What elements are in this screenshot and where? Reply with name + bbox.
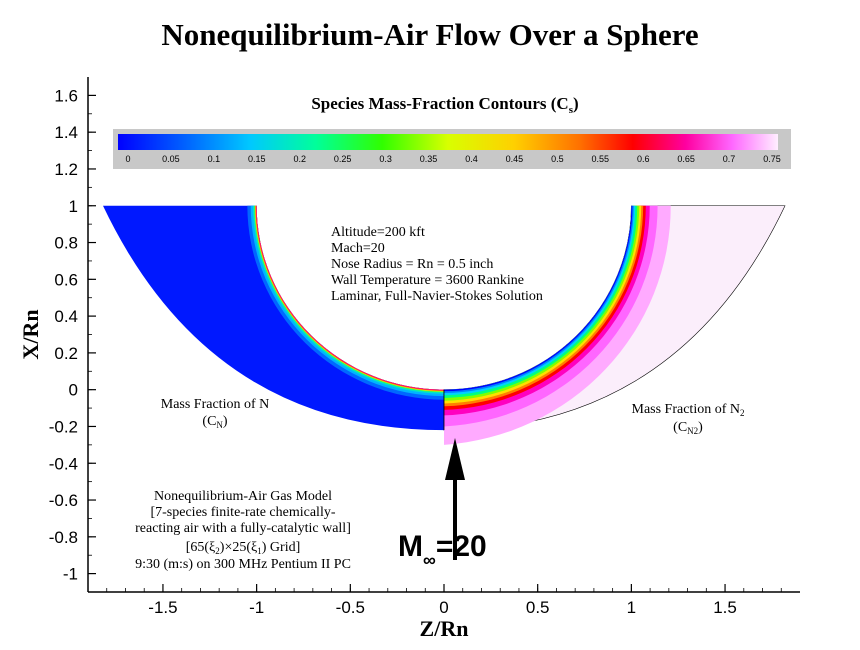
right-label-line1: Mass Fraction of N2	[632, 402, 745, 418]
colorbar-title-sub: s	[569, 104, 574, 116]
condition-solution: Laminar, Full-Navier-Stokes Solution	[331, 289, 543, 304]
model-line1: Nonequilibrium-Air Gas Model	[154, 489, 332, 504]
freestream-value: =20	[436, 530, 487, 563]
y-tick-label: 1.2	[54, 160, 78, 179]
colorbar-tick-label: 0.1	[208, 154, 221, 164]
colorbar-tick-label: 0.7	[723, 154, 736, 164]
y-tick-label: -0.6	[49, 491, 78, 510]
colorbar-title-close: )	[573, 94, 579, 113]
model-line4: [65(ξ2)×25(ξ1) Grid]	[186, 540, 301, 556]
y-tick-label: -0.2	[49, 417, 78, 436]
x-tick-label: 1.5	[713, 598, 737, 617]
y-axis-label: X/Rn	[18, 309, 43, 359]
right-label-sub2: N2	[687, 426, 698, 436]
model-line4-a: [65(ξ	[186, 540, 216, 555]
colorbar-title: Species Mass-Fraction Contours (Cs)	[311, 94, 578, 116]
y-tick-label: 1	[69, 197, 78, 216]
colorbar-tick-label: 0.55	[592, 154, 610, 164]
freestream-mach-label: M∞=20	[398, 530, 487, 570]
y-tick-label: 0.6	[54, 270, 78, 289]
model-line4-b: 2	[215, 546, 220, 556]
freestream-m: M	[398, 530, 423, 563]
condition-altitude: Altitude=200 kft	[331, 225, 425, 240]
x-tick-label: 0.5	[526, 598, 550, 617]
conditions-block: Altitude=200 kft Mach=20 Nose Radius = R…	[331, 225, 543, 304]
y-tick-label: -0.8	[49, 528, 78, 547]
colorbar-tick-label: 0.65	[677, 154, 695, 164]
model-line4-e: ) Grid]	[262, 540, 301, 555]
axes: 1.6 1.4 1.2 1 0.8 0.6 0.4 0.2 0 -0.2 -0.4 -0.6 -0.8 -…	[18, 77, 800, 641]
y-tick-label: 0	[69, 381, 78, 400]
left-label-sub: N	[216, 420, 223, 430]
y-tick-label: 1.4	[54, 123, 78, 142]
colorbar-tick-label: 0.2	[293, 154, 306, 164]
condition-wall-temperature: Wall Temperature = 3600 Rankine	[331, 273, 524, 288]
right-label-close: )	[698, 420, 703, 435]
right-label-main: Mass Fraction of N	[632, 402, 741, 417]
x-tick-label: 0	[439, 598, 448, 617]
right-label-sub: 2	[740, 408, 745, 418]
colorbar-tick-label: 0.05	[162, 154, 180, 164]
freestream-sub: ∞	[423, 550, 436, 570]
colorbar-tick-label: 0.15	[248, 154, 266, 164]
left-label-line2: (CN)	[202, 414, 228, 430]
y-tick-label: -0.4	[49, 454, 78, 473]
colorbar	[118, 134, 778, 150]
right-label-line2: (CN2)	[673, 420, 703, 436]
model-line4-c: )×25(ξ	[220, 540, 257, 555]
model-line5: 9:30 (m:s) on 300 MHz Pentium II PC	[135, 557, 351, 572]
right-annotation: Mass Fraction of N2 (CN2)	[632, 402, 745, 436]
condition-nose-radius: Nose Radius = Rn = 0.5 inch	[331, 257, 493, 272]
left-label-paren: (C	[202, 414, 216, 429]
y-tick-label: 0.8	[54, 234, 78, 253]
colorbar-tick-label: 0.75	[763, 154, 781, 164]
left-label-line1: Mass Fraction of N	[161, 397, 270, 412]
right-label-paren: (C	[673, 420, 687, 435]
colorbar-tick-label: 0.5	[551, 154, 564, 164]
left-label-close: )	[223, 414, 228, 429]
x-tick-label: -1.5	[148, 598, 177, 617]
chart-title: Nonequilibrium-Air Flow Over a Sphere	[161, 17, 698, 52]
colorbar-tick-label: 0	[125, 154, 130, 164]
model-line2: [7-species finite-rate chemically-	[150, 505, 335, 520]
y-tick-label: -1	[63, 565, 78, 584]
y-tick-label: 0.4	[54, 307, 78, 326]
colorbar-tick-label: 0.35	[420, 154, 438, 164]
colorbar-tick-label: 0.45	[506, 154, 524, 164]
x-tick-label: -1	[249, 598, 264, 617]
y-tick-label: 0.2	[54, 344, 78, 363]
condition-mach: Mach=20	[331, 241, 385, 256]
x-tick-label: -0.5	[336, 598, 365, 617]
colorbar-tick-label: 0.25	[334, 154, 352, 164]
model-block: Nonequilibrium-Air Gas Model [7-species …	[135, 489, 351, 572]
colorbar-tick-label: 0.3	[379, 154, 392, 164]
model-line3: reacting air with a fully-catalytic wall…	[135, 521, 351, 536]
colorbar-tick-label: 0.4	[465, 154, 478, 164]
freestream-arrow	[445, 438, 465, 560]
y-tick-label: 1.6	[54, 86, 78, 105]
arrow-head	[445, 438, 465, 480]
colorbar-title-main: Species Mass-Fraction Contours (C	[311, 94, 568, 113]
colorbar-ticks: 0 0.05 0.1 0.15 0.2 0.25 0.3 0.35 0.4 0.45 0.5 0.55…	[125, 154, 780, 164]
flow-field	[102, 205, 786, 445]
x-tick-label: 1	[627, 598, 636, 617]
model-line4-d: 1	[257, 546, 262, 556]
x-axis-label: Z/Rn	[420, 616, 469, 641]
colorbar-tick-label: 0.6	[637, 154, 650, 164]
left-annotation: Mass Fraction of N (CN)	[161, 397, 270, 430]
